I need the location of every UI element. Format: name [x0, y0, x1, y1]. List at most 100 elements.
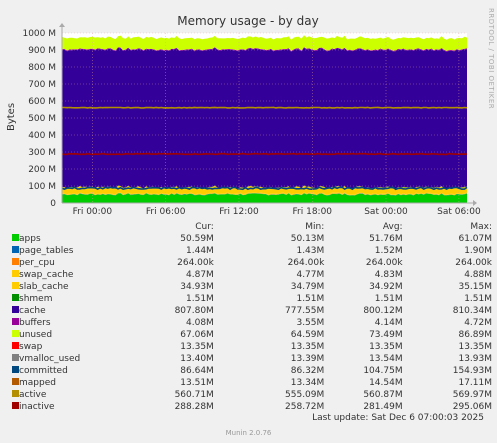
legend-max-value: 810.34M: [452, 306, 492, 316]
legend-min-value: 555.09M: [285, 390, 325, 400]
y-tick-label: 600 M: [28, 97, 56, 107]
legend-table: Cur: Min: Avg: Max: apps 50.59M 50.13M 51.7…: [12, 221, 492, 413]
legend-row: unused 67.06M 64.59M 73.49M 86.89M: [12, 329, 492, 341]
legend-row: apps 50.59M 50.13M 51.76M 61.07M: [12, 233, 492, 245]
legend-row: swap 13.35M 13.35M 13.35M 13.35M: [12, 341, 492, 353]
legend-row: slab_cache 34.93M 34.79M 34.92M 35.15M: [12, 281, 492, 293]
legend-min-value: 1.51M: [296, 294, 325, 304]
legend-swatch: [12, 402, 19, 409]
legend-max-value: 13.93M: [458, 354, 492, 364]
legend-row: mapped 13.51M 13.34M 14.54M 17.11M: [12, 377, 492, 389]
legend-max-value: 1.51M: [464, 294, 492, 304]
legend-swatch: [12, 294, 19, 301]
last-update: Last update: Sat Dec 6 07:00:03 2025: [312, 413, 484, 423]
legend-swatch: [12, 282, 19, 289]
legend-swatch: [12, 342, 19, 349]
legend-avg-value: 800.12M: [363, 306, 403, 316]
legend-min-value: 1.43M: [296, 246, 325, 256]
legend-series-name: per_cpu: [19, 258, 55, 268]
y-tick-label: 900 M: [28, 46, 56, 56]
x-tick-label: Fri 18:00: [293, 207, 333, 217]
legend-header-cur: Cur:: [195, 222, 214, 232]
legend-row: swap_cache 4.87M 4.77M 4.83M 4.88M: [12, 269, 492, 281]
legend-row: active 560.71M 555.09M 560.87M 569.97M: [12, 389, 492, 401]
area-slab-cache: [62, 185, 467, 195]
legend-avg-value: 73.49M: [369, 330, 403, 340]
legend-cur-value: 1.51M: [186, 294, 214, 304]
legend-cur-value: 4.08M: [186, 318, 214, 328]
legend-cur-value: 1.44M: [186, 246, 214, 256]
legend-min-value: 64.59M: [290, 330, 325, 340]
line-active: [62, 106, 468, 109]
y-tick-label: 400 M: [28, 131, 56, 141]
legend-series-name: buffers: [19, 318, 51, 328]
area-unused: [62, 35, 467, 51]
legend-max-value: 17.11M: [458, 378, 492, 388]
legend-cur-value: 288.28M: [174, 402, 214, 412]
legend-swatch: [12, 318, 19, 325]
memory-chart-svg: Memory usage - by day Bytes 0 100 M 200 M 3…: [6, 14, 481, 217]
y-tick-label: 700 M: [28, 80, 56, 90]
legend-swatch: [12, 378, 19, 385]
legend-avg-value: 104.75M: [363, 366, 403, 376]
legend-row: committed 86.64M 86.32M 104.75M 154.93M: [12, 365, 492, 377]
legend-series-name: unused: [19, 330, 53, 340]
legend-row: inactive 288.28M 258.72M 281.49M 295.06M: [12, 401, 492, 413]
area-swap-cache: [62, 192, 467, 196]
legend-min-value: 13.35M: [290, 342, 325, 352]
legend-cur-value: 13.35M: [180, 342, 214, 352]
legend-cur-value: 560.71M: [174, 390, 214, 400]
legend-series-name: swap: [19, 342, 43, 352]
x-tick-label: Sat 00:00: [364, 207, 408, 217]
legend-header-max: Max:: [470, 222, 492, 232]
legend-row: cache 807.80M 777.55M 800.12M 810.34M: [12, 305, 492, 317]
legend-min-value: 4.77M: [296, 270, 325, 280]
legend-swatch: [12, 390, 19, 397]
area-apps: [62, 193, 467, 203]
legend-avg-value: 1.52M: [374, 246, 403, 256]
legend-cur-value: 13.40M: [180, 354, 214, 364]
y-tick-label: 200 M: [28, 165, 56, 175]
y-tick-label: 100 M: [28, 182, 56, 192]
legend-min-value: 13.39M: [290, 354, 325, 364]
y-tick-label: 0: [50, 199, 56, 209]
legend-series-name: page_tables: [19, 246, 74, 256]
legend-series-name: inactive: [19, 402, 55, 412]
legend-max-value: 295.06M: [452, 402, 492, 412]
legend-header-min: Min:: [305, 222, 325, 232]
legend-row: page_tables 1.44M 1.43M 1.52M 1.90M: [12, 245, 492, 257]
legend-max-value: 154.93M: [452, 366, 492, 376]
legend-max-value: 86.89M: [458, 330, 492, 340]
y-tick-label: 800 M: [28, 63, 56, 73]
legend-cur-value: 264.00k: [177, 258, 214, 268]
legend-header-row: Cur: Min: Avg: Max:: [12, 221, 492, 233]
line-committed: [61, 186, 468, 191]
legend-avg-value: 560.87M: [363, 390, 403, 400]
legend-row: shmem 1.51M 1.51M 1.51M 1.51M: [12, 293, 492, 305]
legend-swatch: [12, 330, 19, 337]
y-axis-label: Bytes: [6, 103, 17, 131]
legend-cur-value: 67.06M: [180, 330, 214, 340]
legend-cur-value: 86.64M: [180, 366, 214, 376]
legend-min-value: 3.55M: [296, 318, 325, 328]
legend-avg-value: 4.83M: [374, 270, 403, 280]
line-inactive: [61, 152, 468, 156]
legend-swatch: [12, 258, 19, 265]
y-tick-label: 500 M: [28, 114, 56, 124]
legend-max-value: 1.90M: [464, 246, 492, 256]
x-tick-label: Fri 12:00: [219, 207, 259, 217]
chart-title: Memory usage - by day: [177, 14, 318, 28]
x-tick-label: Sat 06:00: [437, 207, 481, 217]
legend-avg-value: 13.35M: [369, 342, 403, 352]
legend-min-value: 86.32M: [290, 366, 325, 376]
legend-avg-value: 264.00k: [365, 258, 403, 268]
area-buffers: [62, 47, 467, 52]
legend-avg-value: 4.14M: [374, 318, 403, 328]
legend-max-value: 35.15M: [458, 282, 492, 292]
legend-row: per_cpu 264.00k 264.00k 264.00k 264.00k: [12, 257, 492, 269]
legend-avg-value: 1.51M: [374, 294, 403, 304]
legend-max-value: 569.97M: [452, 390, 492, 400]
legend-swatch: [12, 234, 19, 241]
x-tick-label: Fri 06:00: [146, 207, 186, 217]
legend-max-value: 264.00k: [455, 258, 492, 268]
